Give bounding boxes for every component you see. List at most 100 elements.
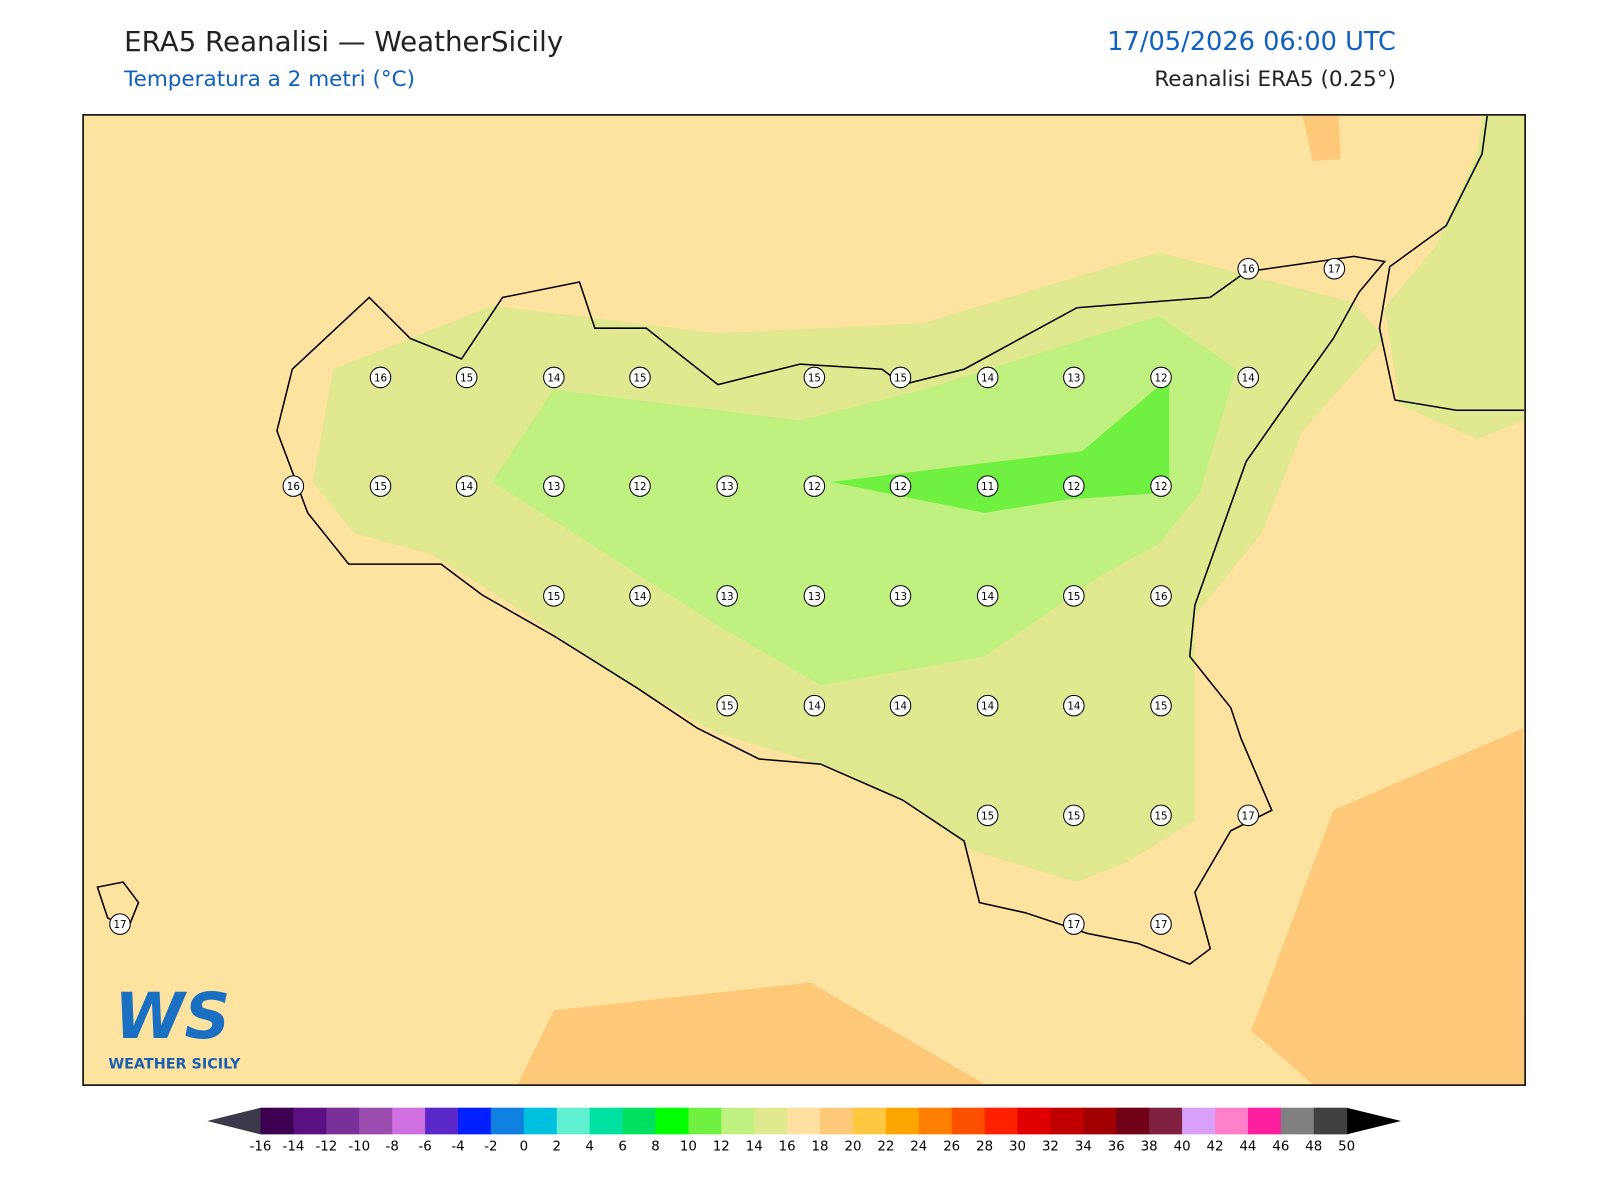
station-marker xyxy=(889,585,912,607)
station-marker xyxy=(803,694,826,717)
colorbar-label: -12 xyxy=(315,1140,337,1155)
colorbar-box xyxy=(260,1107,294,1135)
station-value: 12 xyxy=(1067,481,1080,493)
station-value: 13 xyxy=(547,481,560,493)
station-value: 14 xyxy=(808,701,821,713)
station-value: 15 xyxy=(1067,591,1080,603)
date: 17/05/2026 06:00 UTC xyxy=(1107,27,1396,57)
colorbar-box xyxy=(852,1107,887,1135)
colorbar-box xyxy=(1313,1107,1348,1135)
colorbar-label: 36 xyxy=(1108,1140,1125,1155)
station-value: 17 xyxy=(1328,264,1341,276)
colorbar-box xyxy=(359,1107,393,1135)
station-marker xyxy=(889,694,912,717)
station-marker xyxy=(282,475,305,497)
station-marker xyxy=(976,475,999,497)
station-marker xyxy=(716,585,738,607)
station-marker xyxy=(629,585,651,607)
colorbar-label: 2 xyxy=(552,1140,560,1155)
contour xyxy=(1302,115,1341,162)
colorbar-label: -4 xyxy=(451,1140,464,1155)
station-value: 15 xyxy=(1067,810,1080,822)
colorbar-box xyxy=(425,1107,459,1135)
station-marker xyxy=(716,475,738,497)
station-marker xyxy=(1323,257,1346,280)
station-marker xyxy=(1063,694,1085,717)
station-value: 15 xyxy=(981,810,994,822)
colorbar-box xyxy=(293,1107,327,1135)
colorbar-box xyxy=(885,1107,920,1135)
station-marker xyxy=(976,366,999,389)
station-value: 13 xyxy=(721,591,734,603)
colorbar-label: 16 xyxy=(779,1140,796,1155)
colorbar-label: 8 xyxy=(651,1140,659,1155)
station-value: 15 xyxy=(721,701,734,713)
colorbar-under xyxy=(207,1107,261,1135)
station-value: 14 xyxy=(460,481,473,493)
station-value: 13 xyxy=(894,591,907,603)
colorbar-label: -6 xyxy=(418,1140,431,1155)
station-marker xyxy=(716,694,738,717)
station-marker xyxy=(1150,585,1172,607)
station-value: 12 xyxy=(1155,372,1168,384)
station-marker xyxy=(629,366,651,389)
coastline xyxy=(1378,115,1525,412)
station-marker xyxy=(109,913,131,935)
station-value: 15 xyxy=(1155,810,1168,822)
station-value: 15 xyxy=(808,372,821,384)
station-marker xyxy=(803,475,826,497)
colorbar-label: 12 xyxy=(713,1140,730,1155)
frame xyxy=(82,114,1526,1086)
station-marker xyxy=(803,585,826,607)
station-value: 12 xyxy=(894,481,907,493)
station-value: 17 xyxy=(1155,919,1168,931)
station-marker xyxy=(1063,804,1085,827)
colorbar-box xyxy=(787,1107,821,1135)
station-value: 11 xyxy=(981,481,994,493)
colorbar-box xyxy=(1215,1107,1249,1135)
colorbar-label: 4 xyxy=(585,1140,593,1155)
colorbar-box xyxy=(556,1107,591,1135)
station-value: 14 xyxy=(547,372,560,384)
colorbar-box xyxy=(951,1107,986,1135)
colorbar-box xyxy=(688,1107,722,1135)
source: Reanalisi ERA5 (0.25°) xyxy=(1154,67,1396,92)
title: ERA5 Reanalisi — WeatherSicily xyxy=(124,25,563,58)
station-value: 16 xyxy=(287,481,300,493)
station-value: 14 xyxy=(1242,372,1255,384)
station-marker xyxy=(889,366,912,389)
colorbar-label: -14 xyxy=(283,1140,305,1155)
colorbar-box xyxy=(820,1107,854,1135)
colorbar-label: 18 xyxy=(812,1140,829,1155)
colorbar-label: 46 xyxy=(1272,1140,1289,1155)
station-marker xyxy=(1063,475,1085,497)
station-marker xyxy=(629,475,651,497)
station-marker xyxy=(1063,913,1085,935)
colorbar-box xyxy=(1083,1107,1117,1135)
contour xyxy=(492,315,1236,686)
colorbar-label: 6 xyxy=(618,1140,626,1155)
station-marker xyxy=(1150,694,1172,717)
station-value: 14 xyxy=(981,701,994,713)
colorbar-label: 24 xyxy=(910,1140,927,1155)
contour xyxy=(1251,728,1525,1085)
station-value: 12 xyxy=(633,481,646,493)
contour xyxy=(1384,115,1525,439)
colorbar-box xyxy=(589,1107,624,1135)
station-marker xyxy=(1150,913,1172,935)
station-value: 15 xyxy=(547,591,560,603)
station-value: 17 xyxy=(113,919,126,931)
colorbar-label: 0 xyxy=(520,1140,528,1155)
station-value: 15 xyxy=(460,372,473,384)
colorbar-over xyxy=(1346,1107,1402,1135)
colorbar-box xyxy=(655,1107,689,1135)
map-area xyxy=(82,114,1526,1086)
station-value: 13 xyxy=(1067,372,1080,384)
station-value: 14 xyxy=(1067,701,1080,713)
station-value: 14 xyxy=(633,591,646,603)
station-value: 17 xyxy=(1067,919,1080,931)
station-value: 15 xyxy=(894,372,907,384)
colorbar-box xyxy=(984,1107,1019,1135)
station-value: 16 xyxy=(374,372,387,384)
station-value: 17 xyxy=(1242,810,1255,822)
